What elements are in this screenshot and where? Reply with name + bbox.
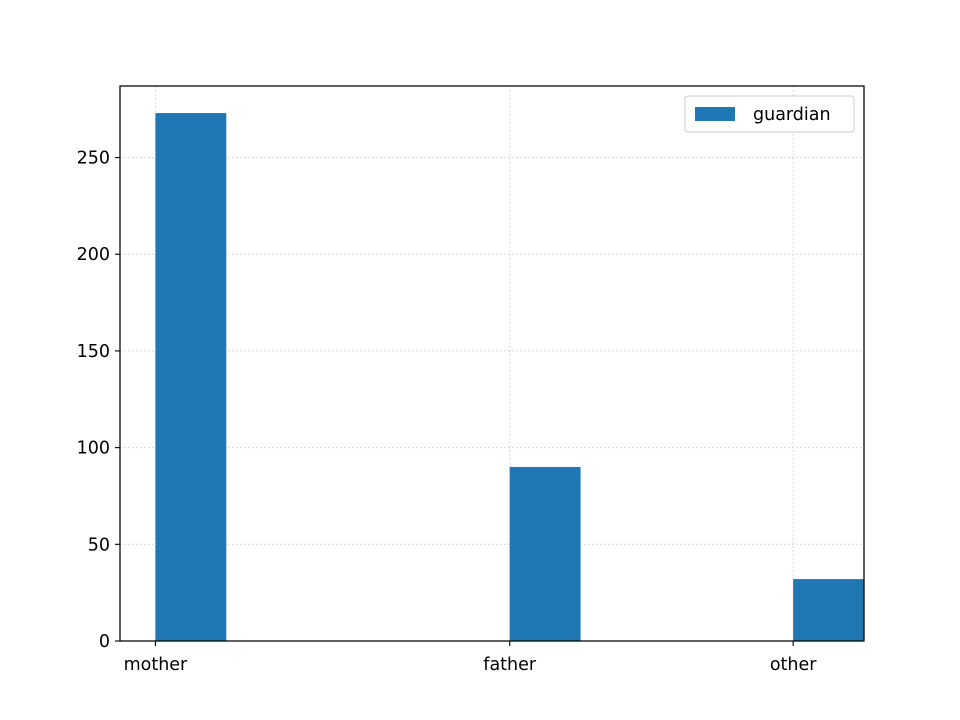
y-tick-label: 50 xyxy=(88,535,110,555)
y-tick-label: 200 xyxy=(77,245,110,265)
x-tick-label: other xyxy=(770,655,817,675)
bars xyxy=(155,113,864,641)
bar-mother xyxy=(155,113,227,641)
x-tick-label: father xyxy=(483,655,537,675)
bar-other xyxy=(793,579,864,641)
bar-father xyxy=(509,466,581,641)
plot-area-frame xyxy=(119,85,865,642)
legend: guardian xyxy=(684,95,855,133)
legend-swatch xyxy=(695,107,735,121)
axis-ticks: 0 50 100 150 200 250 mother father other xyxy=(77,149,818,675)
legend-label: guardian xyxy=(753,105,831,125)
y-tick-label: 250 xyxy=(77,149,110,169)
y-tick-label: 100 xyxy=(77,439,110,459)
legend-box xyxy=(684,95,855,133)
y-tick-label: 0 xyxy=(99,632,110,652)
x-tick-label: mother xyxy=(124,655,188,675)
y-tick-label: 150 xyxy=(77,342,110,362)
